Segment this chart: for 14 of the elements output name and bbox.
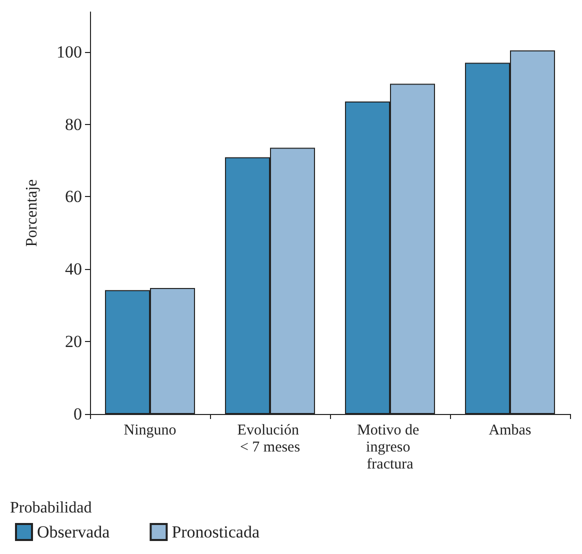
y-tick-label: 80 xyxy=(65,114,82,134)
x-tick-label: Motivo de ingreso fractura xyxy=(357,422,423,472)
y-tick-label: 0 xyxy=(74,404,82,424)
y-tick-label: 20 xyxy=(65,332,82,352)
y-tick-label: 40 xyxy=(65,260,82,279)
legend-label: Pronosticada xyxy=(172,522,260,542)
x-tick-label: Ninguno xyxy=(124,422,176,438)
y-tick-label: 100 xyxy=(56,42,82,62)
y-axis-title: Porcentaje xyxy=(24,179,40,247)
x-tick-label: Ambas xyxy=(488,422,532,438)
legend-label: Observada xyxy=(37,522,110,542)
y-tick-label: 60 xyxy=(65,187,82,206)
legend-title: Probabilidad xyxy=(10,500,92,516)
x-tick-label: Evolución < 7 meses xyxy=(237,422,303,456)
